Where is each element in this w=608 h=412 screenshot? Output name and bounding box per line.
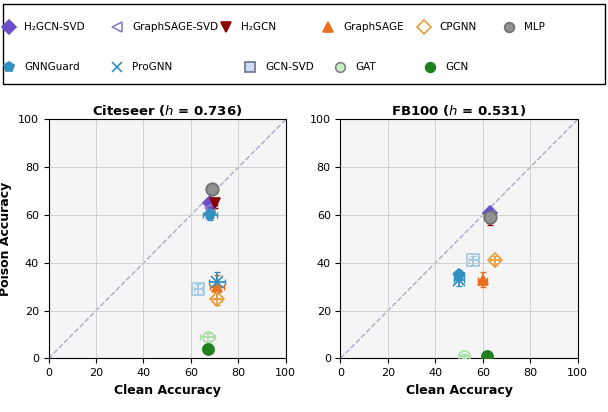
Y-axis label: Poison Accuracy: Poison Accuracy	[0, 182, 12, 296]
Text: MLP: MLP	[523, 21, 545, 32]
Text: GraphSAGE-SVD: GraphSAGE-SVD	[133, 21, 219, 32]
Text: GNNGuard: GNNGuard	[24, 62, 80, 72]
Text: H₂GCN: H₂GCN	[241, 21, 276, 32]
Title: FB100 ($\mathit{h}$ = 0.531): FB100 ($\mathit{h}$ = 0.531)	[392, 103, 527, 118]
Text: GCN: GCN	[446, 62, 469, 72]
Text: CPGNN: CPGNN	[440, 21, 477, 32]
Text: GraphSAGE: GraphSAGE	[343, 21, 404, 32]
Text: GCN-SVD: GCN-SVD	[265, 62, 314, 72]
Text: H₂GCN-SVD: H₂GCN-SVD	[24, 21, 85, 32]
Text: GAT: GAT	[355, 62, 376, 72]
X-axis label: Clean Accuracy: Clean Accuracy	[114, 384, 221, 397]
Title: Citeseer ($\mathit{h}$ = 0.736): Citeseer ($\mathit{h}$ = 0.736)	[92, 103, 243, 118]
Text: ProGNN: ProGNN	[133, 62, 173, 72]
X-axis label: Clean Accuracy: Clean Accuracy	[406, 384, 513, 397]
